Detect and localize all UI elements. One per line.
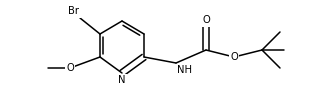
Text: Br: Br: [68, 6, 79, 16]
Text: N: N: [118, 75, 126, 85]
Text: O: O: [230, 52, 238, 62]
Text: NH: NH: [177, 65, 192, 75]
Text: O: O: [66, 63, 74, 73]
Text: O: O: [202, 15, 210, 25]
